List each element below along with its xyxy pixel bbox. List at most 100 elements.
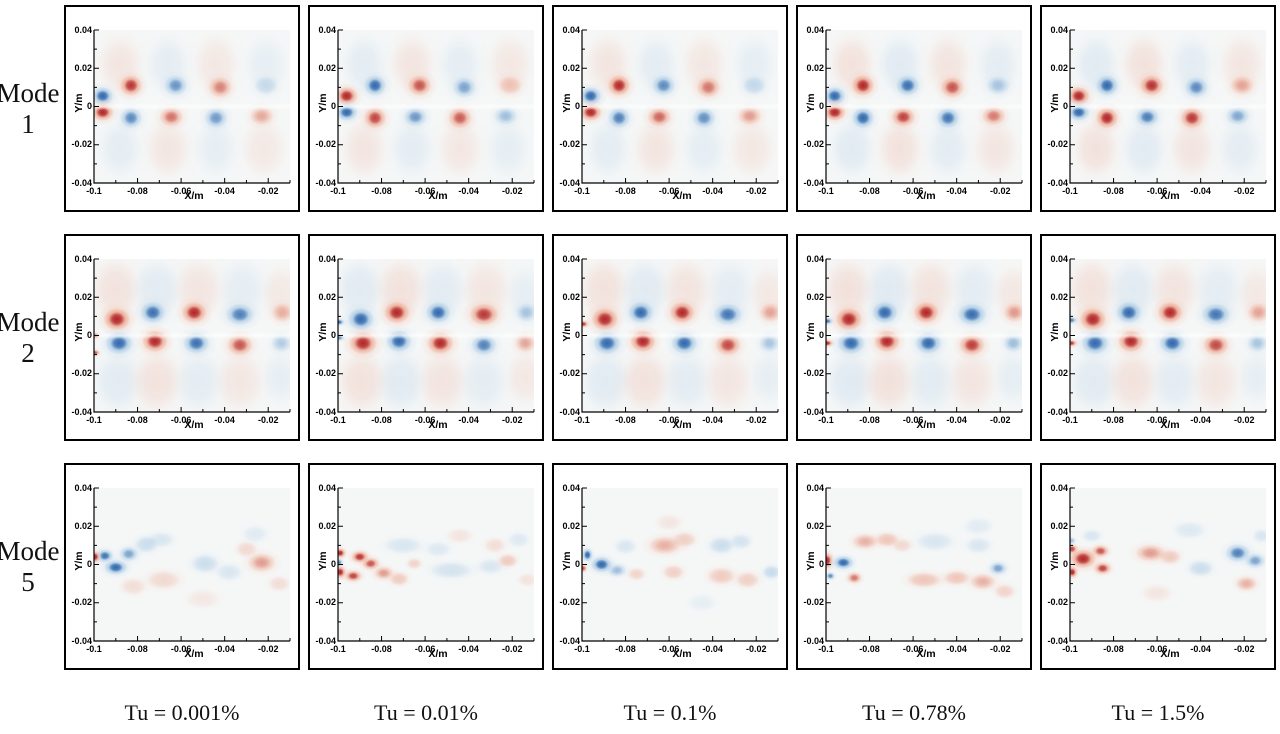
panel-mode1-tu-0.001%: Y/m X/m 0.04 0.02 0 -0.02 -0.04 -0.1 -0.08 -0.0… <box>64 5 300 212</box>
y-tick-label: 0.02 <box>1050 62 1068 73</box>
x-axis-label: X/m <box>1160 190 1180 202</box>
y-tick-label: -0.04 <box>1047 635 1068 646</box>
y-tick-label: -0.04 <box>71 406 92 417</box>
y-tick-label: -0.04 <box>803 635 824 646</box>
contour-canvas <box>554 7 786 210</box>
x-tick-label: -0.08 <box>127 644 148 654</box>
x-tick-label: -0.04 <box>946 415 967 425</box>
y-tick-label: 0.02 <box>806 291 824 302</box>
y-tick-label: 0.02 <box>562 291 580 302</box>
y-tick-label: -0.04 <box>315 635 336 646</box>
x-tick-label: -0.02 <box>989 415 1011 425</box>
x-tick-label: -0.08 <box>127 415 148 425</box>
x-tick-label: -0.02 <box>501 644 523 654</box>
x-axis-label: X/m <box>916 419 936 431</box>
x-tick-label: -0.08 <box>859 186 880 196</box>
y-tick-label: 0.04 <box>318 24 336 35</box>
contour-canvas <box>798 465 1030 668</box>
x-tick-label: -0.1 <box>574 186 590 196</box>
y-tick-label: 0.04 <box>806 24 824 35</box>
y-tick-label: 0.04 <box>74 24 92 35</box>
contour-canvas <box>1042 465 1274 668</box>
x-axis-label: X/m <box>428 648 448 660</box>
y-tick-label: 0 <box>1062 101 1068 111</box>
x-tick-label: -0.08 <box>371 644 392 654</box>
y-tick-label: -0.04 <box>71 635 92 646</box>
y-tick-label: 0.02 <box>1050 520 1068 531</box>
y-tick-label: -0.02 <box>71 368 92 379</box>
x-tick-label: -0.04 <box>214 186 235 196</box>
y-tick-label: -0.02 <box>803 139 824 150</box>
y-tick-label: -0.04 <box>803 406 824 417</box>
y-tick-label: -0.04 <box>559 406 580 417</box>
x-tick-label: -0.08 <box>859 415 880 425</box>
x-tick-label: -0.06 <box>414 415 436 425</box>
contour-canvas <box>310 236 542 439</box>
contour-canvas <box>1042 7 1274 210</box>
x-tick-label: -0.02 <box>745 644 767 654</box>
x-axis-label: X/m <box>916 190 936 202</box>
y-tick-label: 0 <box>574 330 580 340</box>
y-tick-label: -0.02 <box>559 597 580 608</box>
y-tick-label: 0.04 <box>806 482 824 493</box>
y-tick-label: 0.02 <box>74 291 92 302</box>
x-tick-label: -0.1 <box>330 186 346 196</box>
x-tick-label: -0.08 <box>1103 415 1124 425</box>
x-tick-label: -0.04 <box>214 644 235 654</box>
y-tick-label: 0 <box>818 101 824 111</box>
row-label-word: Mode <box>0 536 60 567</box>
x-axis-label: X/m <box>184 190 204 202</box>
y-tick-label: -0.04 <box>315 177 336 188</box>
y-tick-label: 0.04 <box>806 253 824 264</box>
y-tick-label: 0.04 <box>562 24 580 35</box>
x-tick-label: -0.02 <box>745 415 767 425</box>
x-tick-label: -0.02 <box>989 644 1011 654</box>
y-tick-label: 0.02 <box>318 62 336 73</box>
panel-mode2-tu-1.5%: Y/m X/m 0.04 0.02 0 -0.02 -0.04 -0.1 -0.08 -0.0… <box>1040 234 1276 441</box>
x-tick-label: -0.04 <box>1190 415 1211 425</box>
x-tick-label: -0.1 <box>86 644 102 654</box>
x-tick-label: -0.1 <box>86 415 102 425</box>
x-tick-label: -0.1 <box>330 644 346 654</box>
x-tick-label: -0.06 <box>902 186 924 196</box>
y-tick-label: -0.02 <box>803 597 824 608</box>
x-tick-label: -0.1 <box>1062 644 1078 654</box>
x-axis-label: X/m <box>672 648 692 660</box>
y-tick-label: -0.02 <box>315 139 336 150</box>
contour-canvas <box>1042 236 1274 439</box>
y-tick-label: -0.02 <box>315 597 336 608</box>
y-tick-label: 0 <box>86 101 92 111</box>
y-tick-label: 0 <box>818 330 824 340</box>
x-tick-label: -0.04 <box>946 186 967 196</box>
x-axis-label: X/m <box>428 419 448 431</box>
x-tick-label: -0.06 <box>902 415 924 425</box>
panel-mode5-tu-1.5%: Y/m X/m 0.04 0.02 0 -0.02 -0.04 -0.1 -0.08 -0.0… <box>1040 463 1276 670</box>
y-tick-label: 0.02 <box>74 520 92 531</box>
contour-canvas <box>798 7 1030 210</box>
panel-mode1-tu-1.5%: Y/m X/m 0.04 0.02 0 -0.02 -0.04 -0.1 -0.08 -0.0… <box>1040 5 1276 212</box>
y-tick-label: 0.04 <box>1050 482 1068 493</box>
x-tick-label: -0.02 <box>989 186 1011 196</box>
x-tick-label: -0.1 <box>1062 186 1078 196</box>
y-tick-label: 0.04 <box>1050 253 1068 264</box>
x-tick-label: -0.02 <box>257 186 279 196</box>
contour-canvas <box>310 7 542 210</box>
y-tick-label: -0.02 <box>71 139 92 150</box>
y-tick-label: 0.02 <box>1050 291 1068 302</box>
x-tick-label: -0.08 <box>371 415 392 425</box>
y-tick-label: -0.02 <box>315 368 336 379</box>
x-tick-label: -0.04 <box>1190 186 1211 196</box>
y-tick-label: 0.02 <box>318 291 336 302</box>
contour-canvas <box>554 236 786 439</box>
x-tick-label: -0.06 <box>1146 186 1168 196</box>
x-tick-label: -0.02 <box>745 186 767 196</box>
x-tick-label: -0.08 <box>371 186 392 196</box>
x-tick-label: -0.1 <box>1062 415 1078 425</box>
contour-canvas <box>66 7 298 210</box>
x-tick-label: -0.06 <box>170 186 192 196</box>
y-tick-label: 0 <box>86 559 92 569</box>
x-tick-label: -0.02 <box>1233 186 1255 196</box>
x-tick-label: -0.06 <box>170 644 192 654</box>
y-tick-label: 0.04 <box>1050 24 1068 35</box>
